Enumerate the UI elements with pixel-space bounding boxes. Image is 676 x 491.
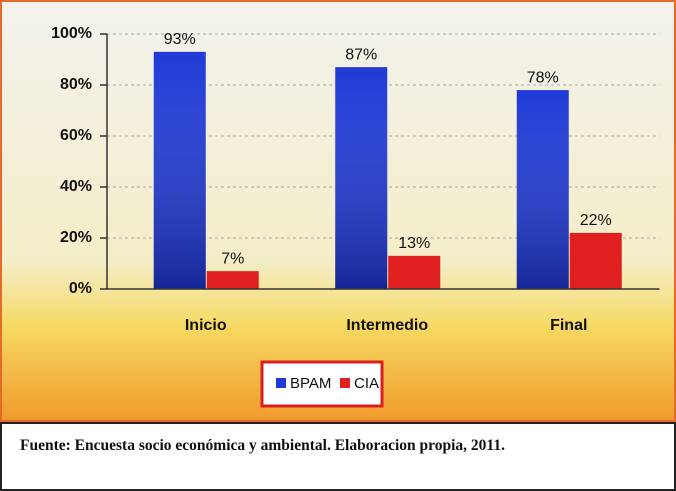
value-label: 87% bbox=[345, 46, 377, 63]
y-tick-label: 100% bbox=[51, 25, 92, 42]
value-label: 93% bbox=[164, 31, 196, 48]
value-label: 78% bbox=[527, 69, 559, 86]
x-tick-label: Final bbox=[550, 317, 587, 334]
bar-shade bbox=[335, 67, 388, 290]
legend-label: BPAM bbox=[290, 375, 331, 392]
y-tick-label: 20% bbox=[60, 229, 92, 246]
legend-swatch bbox=[340, 378, 350, 388]
y-tick-label: 0% bbox=[69, 280, 92, 297]
source-note: Fuente: Encuesta socio económica y ambie… bbox=[0, 422, 676, 491]
y-tick-label: 80% bbox=[60, 76, 92, 93]
value-label: 7% bbox=[221, 250, 244, 267]
bar-shade bbox=[153, 51, 206, 289]
x-tick-label: Inicio bbox=[185, 317, 227, 334]
legend-swatch bbox=[276, 378, 286, 388]
bar bbox=[206, 271, 259, 289]
legend-label: CIA bbox=[354, 375, 379, 392]
chart: 0% 20% 40% 60% 80% 100% Inicio 93% 7% Intermedio 8… bbox=[0, 0, 676, 422]
bar bbox=[569, 232, 622, 289]
y-tick-label: 40% bbox=[60, 178, 92, 195]
y-tick-label: 60% bbox=[60, 127, 92, 144]
value-label: 13% bbox=[398, 235, 430, 252]
x-tick-label: Intermedio bbox=[346, 317, 428, 334]
bar bbox=[388, 255, 441, 289]
value-label: 22% bbox=[580, 212, 612, 229]
bar-shade bbox=[516, 90, 569, 289]
